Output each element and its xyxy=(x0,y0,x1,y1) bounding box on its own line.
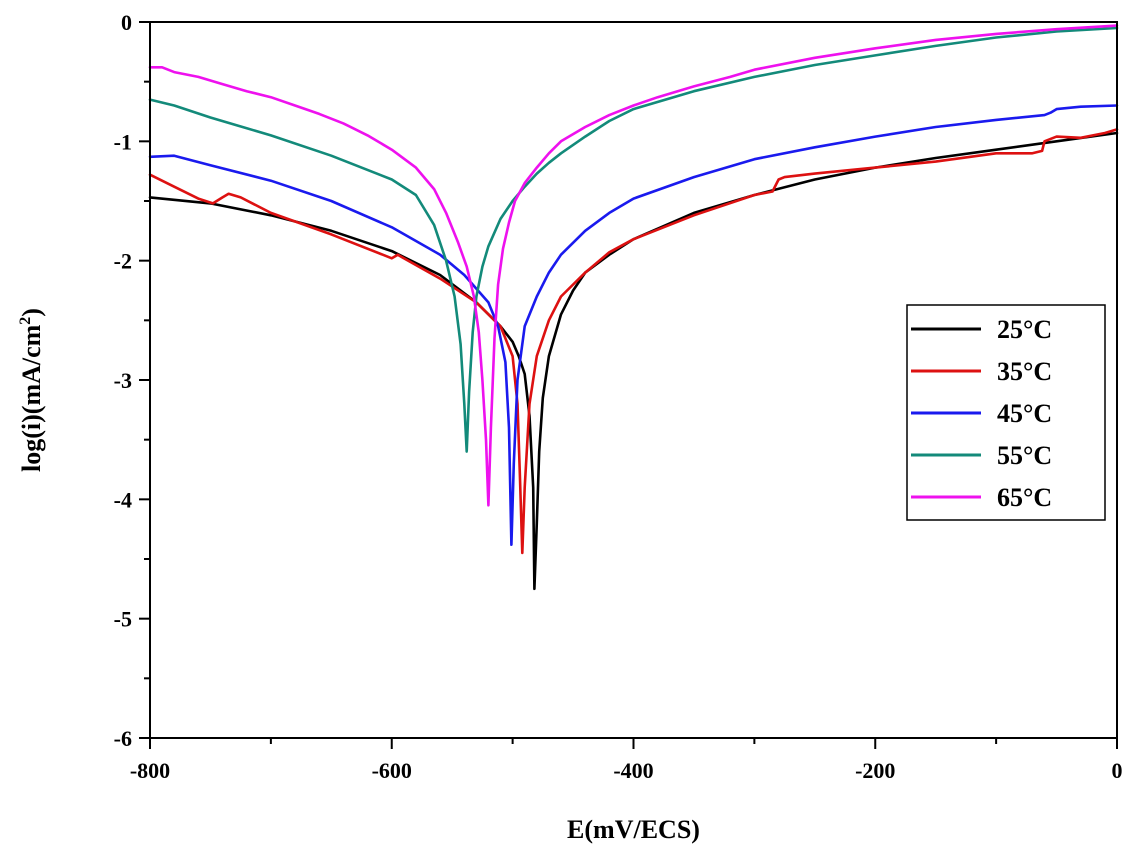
x-tick-label: -400 xyxy=(613,758,653,783)
y-axis-title: log(i)(mA/cm2) xyxy=(17,308,46,472)
series-line-1 xyxy=(148,128,1119,555)
y-tick-label: -6 xyxy=(114,726,132,751)
y-tick-label: -3 xyxy=(114,368,132,393)
y-tick-label: -4 xyxy=(114,487,132,512)
y-tick-label: -5 xyxy=(114,607,132,632)
legend-label-4: 65°C xyxy=(997,483,1052,512)
legend-label-1: 35°C xyxy=(997,357,1052,386)
x-tick-label: 0 xyxy=(1112,758,1122,783)
series-line-4 xyxy=(148,24,1119,507)
series-line-2 xyxy=(148,104,1119,547)
y-axis-title-close: ) xyxy=(17,308,46,317)
x-tick-label: -200 xyxy=(855,758,895,783)
y-axis-title-main: log(i)(mA/cm xyxy=(17,324,46,472)
legend-label-2: 45°C xyxy=(997,399,1052,428)
series-layer xyxy=(148,24,1119,591)
legend-label-3: 55°C xyxy=(997,441,1052,470)
y-tick-label: -2 xyxy=(114,249,132,274)
y-tick-label: -1 xyxy=(114,129,132,154)
ticks-layer: -800 -600 -400 -200 0 0 -1 -2 -3 -4 -5 -6 xyxy=(114,10,1122,783)
legend: 25°C 35°C 45°C 55°C 65°C xyxy=(906,304,1106,521)
y-tick-label: 0 xyxy=(121,10,132,35)
x-axis-title: E(mV/ECS) xyxy=(567,815,700,844)
y-axis-title-superscript: 2 xyxy=(17,317,34,325)
x-tick-label: -800 xyxy=(130,758,170,783)
x-tick-label: -600 xyxy=(372,758,412,783)
series-line-3 xyxy=(148,26,1119,453)
series-line-0 xyxy=(148,131,1119,591)
legend-label-0: 25°C xyxy=(997,315,1052,344)
